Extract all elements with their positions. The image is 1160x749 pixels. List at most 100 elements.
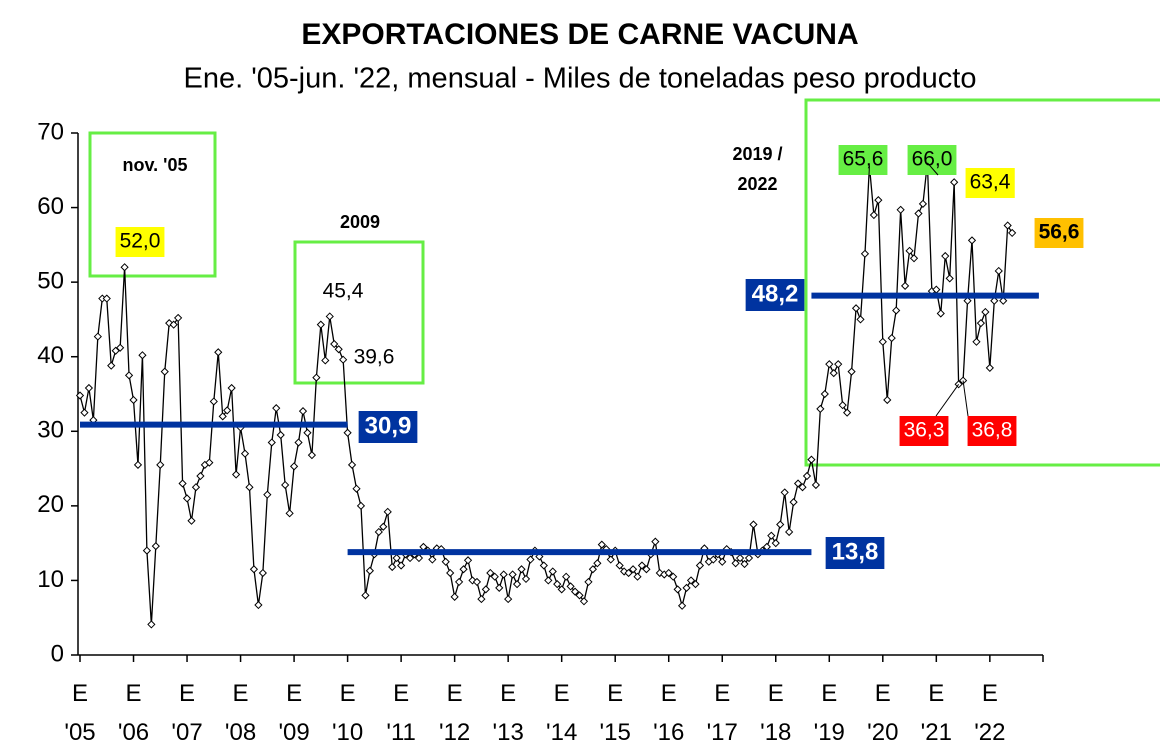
data-point: [847, 367, 856, 376]
data-point: [124, 371, 134, 380]
data-point: [272, 404, 281, 413]
data-point: [593, 559, 602, 568]
data-point: [633, 572, 642, 581]
highlight-box: [88, 131, 217, 278]
average-label-box: [825, 537, 885, 569]
data-point: [446, 568, 455, 578]
data-point: [240, 449, 250, 458]
data-point: [682, 583, 691, 592]
data-label: 63,4: [970, 171, 1011, 194]
data-point: [508, 570, 517, 579]
data-point: [102, 294, 111, 303]
x-tick-label: E '16: [653, 680, 685, 746]
data-label-box: [967, 416, 1017, 446]
data-point: [374, 527, 383, 537]
data-point: [205, 458, 214, 467]
data-point: [584, 577, 593, 587]
data-point: [793, 479, 803, 488]
data-point: [771, 539, 780, 548]
data-point: [544, 576, 553, 585]
data-point: [731, 559, 740, 568]
data-point: [914, 209, 923, 218]
y-tick-label: 20: [37, 491, 64, 518]
data-point: [588, 565, 598, 574]
average-label-box: [745, 279, 805, 311]
data-point: [281, 480, 290, 490]
data-point: [936, 309, 945, 318]
data-point: [807, 455, 816, 464]
data-point: [740, 559, 749, 569]
data-point: [227, 383, 236, 393]
data-point: [75, 391, 85, 400]
data-point: [990, 296, 999, 305]
data-point: [441, 557, 450, 566]
data-point: [999, 296, 1008, 305]
data-point: [174, 313, 183, 323]
y-tick-label: 10: [37, 566, 64, 593]
x-tick-label: E '11: [386, 680, 416, 746]
data-point: [495, 583, 504, 592]
data-point: [156, 460, 165, 469]
annotation: nov. '05: [122, 155, 188, 175]
data-point: [160, 367, 169, 376]
data-point: [820, 389, 829, 399]
x-tick-label: E '12: [438, 680, 471, 746]
data-point: [918, 199, 928, 208]
data-point: [481, 585, 490, 594]
data-point: [896, 205, 905, 214]
data-label-box: [115, 227, 165, 257]
data-point: [321, 356, 330, 365]
data-point: [606, 555, 615, 564]
data-point: [147, 620, 156, 629]
data-point: [825, 360, 834, 369]
data-point: [695, 561, 705, 570]
data-point: [231, 470, 241, 479]
data-point: [553, 580, 562, 589]
data-point: [182, 494, 192, 503]
data-point: [874, 196, 883, 205]
data-point: [347, 460, 357, 469]
data-point: [405, 553, 415, 563]
data-point: [93, 332, 102, 341]
data-point: [477, 594, 486, 604]
data-label: 36,8: [972, 419, 1013, 442]
data-point: [209, 397, 218, 406]
data-point: [294, 438, 303, 447]
data-point: [133, 460, 143, 469]
data-point: [981, 307, 990, 317]
data-point: [628, 565, 638, 574]
data-point: [985, 363, 994, 373]
data-point: [575, 591, 584, 600]
data-point: [856, 315, 865, 324]
average-label: 48,2: [752, 280, 799, 307]
data-point: [263, 490, 272, 499]
data-point: [900, 281, 910, 290]
data-point: [325, 312, 334, 321]
data-point: [191, 483, 201, 492]
data-point: [945, 274, 954, 283]
y-tick-label: 60: [37, 193, 64, 220]
data-point: [669, 572, 678, 581]
data-point: [967, 236, 977, 245]
data-point: [615, 561, 624, 570]
annotation: 2009: [339, 212, 381, 232]
x-tick-label: E '15: [599, 680, 631, 746]
data-point: [834, 360, 843, 369]
data-point: [504, 594, 513, 604]
data-point: [365, 566, 375, 575]
data-point: [472, 577, 482, 587]
data-point: [686, 576, 696, 585]
data-point: [138, 351, 147, 360]
data-point: [80, 408, 89, 417]
data-point: [428, 555, 437, 564]
average-label: 13,8: [832, 538, 879, 565]
data-point: [512, 580, 522, 589]
data-point: [905, 246, 914, 255]
data-point: [892, 306, 901, 315]
data-point: [1008, 228, 1017, 238]
data-point: [499, 570, 508, 579]
data-point: [276, 430, 285, 440]
data-point: [486, 568, 495, 578]
data-point: [950, 178, 959, 187]
